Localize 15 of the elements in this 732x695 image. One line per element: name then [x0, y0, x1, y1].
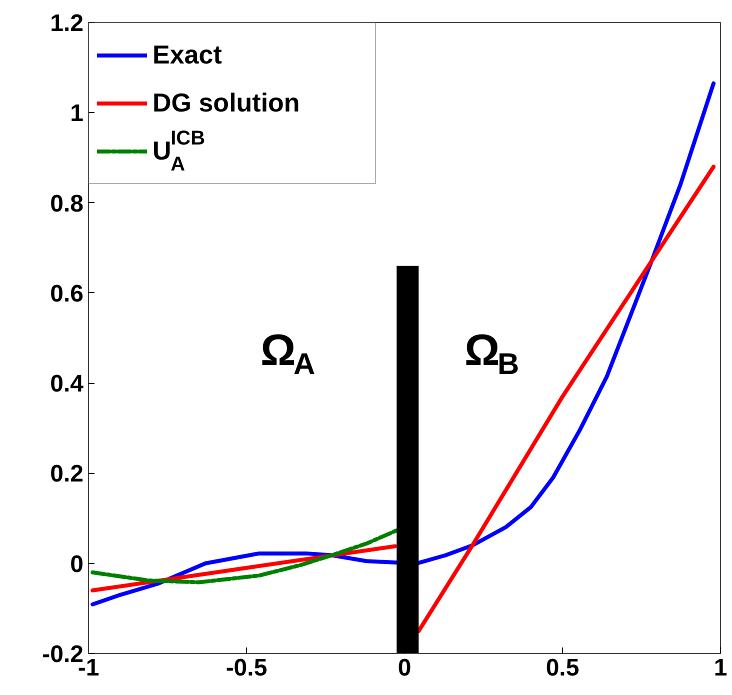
x-tick-label: 0.5: [546, 654, 580, 682]
y-tick-label: 1.2: [50, 10, 84, 37]
y-tick-label: 0.6: [50, 280, 84, 308]
y-tick-label: 0.4: [50, 370, 84, 398]
line-series: [90, 528, 399, 584]
x-tick-label: 1: [714, 654, 728, 682]
y-tick-label: 0.8: [50, 190, 84, 218]
y-tick-label: 0.2: [50, 460, 84, 488]
y-tick-label: 1: [70, 100, 84, 128]
legend-label: DG solution: [152, 88, 300, 118]
legend-label: Exact: [152, 40, 222, 70]
x-tick-label: 0: [398, 654, 412, 682]
line-series: [90, 81, 716, 606]
y-tick-label: 0: [70, 550, 84, 578]
x-tick-label: -0.5: [226, 654, 268, 682]
